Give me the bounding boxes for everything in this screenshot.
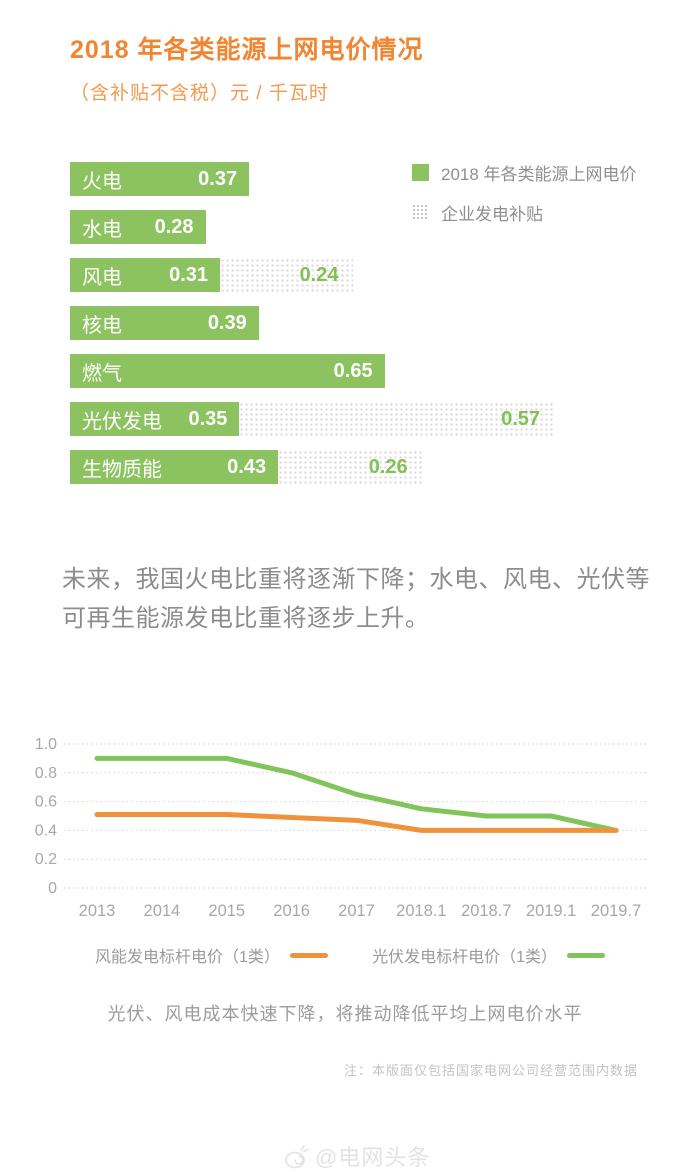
bar-category-label: 生物质能 xyxy=(82,458,162,481)
bar-chart-legend: 2018 年各类能源上网电价 企业发电补贴 xyxy=(412,160,637,240)
subsidy-value-label: 0.24 xyxy=(299,263,339,286)
legend-item-price: 2018 年各类能源上网电价 xyxy=(412,160,637,185)
x-tick-label: 2018.7 xyxy=(461,902,511,920)
x-tick-label: 2016 xyxy=(273,902,310,920)
bar-category-label: 水电 xyxy=(82,218,122,241)
price-bar: 燃气 0.65 xyxy=(70,354,385,388)
bar-value-label: 0.35 xyxy=(188,407,228,430)
bar-category-label: 光伏发电 xyxy=(82,410,162,433)
snail-media-logo-icon xyxy=(285,1145,309,1169)
bar-value-label: 0.31 xyxy=(169,263,209,286)
green-line-swatch-icon xyxy=(567,952,605,958)
legend-label: 风能发电标杆电价（1类） xyxy=(95,949,280,966)
subsidy-bar: 0.24 xyxy=(220,258,353,292)
bar-value-label: 0.37 xyxy=(198,167,238,190)
dotted-square-swatch-icon xyxy=(412,204,429,221)
page-title: 2018 年各类能源上网电价情况 xyxy=(70,36,424,64)
price-bar: 风电 0.31 xyxy=(70,258,221,292)
x-tick-label: 2015 xyxy=(208,902,245,920)
y-tick-label: 0.4 xyxy=(35,822,57,839)
bar-row: 燃气 0.65 xyxy=(70,354,554,388)
footnote: 注：本版面仅包括国家电网公司经营范围内数据 xyxy=(343,1063,638,1078)
legend-label: 光伏发电标杆电价（1类） xyxy=(372,949,557,966)
bar-category-label: 火电 xyxy=(82,170,122,193)
x-tick-label: 2014 xyxy=(144,902,181,920)
commentary-paragraph: 未来，我国火电比重将逐渐下降；水电、风电、光伏等可再生能源发电比重将逐步上升。 xyxy=(62,566,650,632)
x-tick-label: 2019.1 xyxy=(526,902,576,920)
subsidy-bar: 0.26 xyxy=(278,450,422,484)
subsidy-value-label: 0.26 xyxy=(368,455,408,478)
price-bar: 火电 0.37 xyxy=(70,162,250,196)
legend-label: 企业发电补贴 xyxy=(441,205,543,224)
price-bar: 光伏发电 0.35 xyxy=(70,402,240,436)
bar-category-label: 核电 xyxy=(82,314,122,337)
x-tick-label: 2013 xyxy=(79,902,116,920)
x-tick-label: 2017 xyxy=(338,902,375,920)
bar-row: 生物质能 0.43 0.26 xyxy=(70,450,554,484)
legend-item-subsidy: 企业发电补贴 xyxy=(412,200,637,225)
subsidy-value-label: 0.57 xyxy=(501,407,541,430)
legend-item-solar: 光伏发电标杆电价（1类） xyxy=(372,943,605,967)
bar-value-label: 0.39 xyxy=(207,311,247,334)
orange-line-swatch-icon xyxy=(289,952,328,958)
subsidy-bar: 0.57 xyxy=(239,402,555,436)
bar-value-label: 0.28 xyxy=(154,215,194,238)
price-bar: 水电 0.28 xyxy=(70,210,206,244)
watermark: @电网头条 xyxy=(281,1140,430,1172)
y-tick-label: 0.2 xyxy=(35,851,57,868)
legend-label: 2018 年各类能源上网电价 xyxy=(441,165,637,184)
x-tick-label: 2019.7 xyxy=(591,902,641,920)
watermark-text: @电网头条 xyxy=(315,1145,431,1170)
y-tick-label: 1.0 xyxy=(35,736,57,753)
y-tick-label: 0 xyxy=(48,880,57,897)
bar-value-label: 0.65 xyxy=(333,359,373,382)
wind-price-line xyxy=(94,812,619,833)
legend-item-wind: 风能发电标杆电价（1类） xyxy=(95,943,328,967)
line-chart-legend: 风能发电标杆电价（1类） 光伏发电标杆电价（1类） xyxy=(95,943,605,967)
bar-row: 火电 0.37 xyxy=(70,162,554,196)
bar-chart: 火电 0.37 水电 0.28 风电 0.31 0.24 核电 0.39 燃气 0.65 光伏发电 0.… xyxy=(70,162,555,498)
bar-value-label: 0.43 xyxy=(227,455,267,478)
line-chart: 0 0.2 0.4 0.6 0.8 1.0 2013 2014 2015 2016 2017 2018… xyxy=(35,736,648,920)
bar-row: 风电 0.31 0.24 xyxy=(70,258,554,292)
bar-category-label: 风电 xyxy=(82,266,122,289)
green-square-swatch-icon xyxy=(412,164,429,181)
y-tick-label: 0.8 xyxy=(35,765,57,782)
bar-row: 水电 0.28 xyxy=(70,210,554,244)
solar-price-line xyxy=(94,755,619,833)
bar-row: 光伏发电 0.35 0.57 xyxy=(70,402,555,436)
price-bar: 核电 0.39 xyxy=(70,306,259,340)
chart-caption: 光伏、风电成本快速下降，将推动降低平均上网电价水平 xyxy=(107,1004,583,1024)
bar-row: 核电 0.39 xyxy=(70,306,554,340)
page-subtitle: （含补贴不含税）元 / 千瓦时 xyxy=(70,83,329,104)
price-bar: 生物质能 0.43 xyxy=(70,450,279,484)
bar-category-label: 燃气 xyxy=(82,362,122,385)
x-tick-label: 2018.1 xyxy=(396,902,446,920)
y-tick-label: 0.6 xyxy=(35,794,57,811)
